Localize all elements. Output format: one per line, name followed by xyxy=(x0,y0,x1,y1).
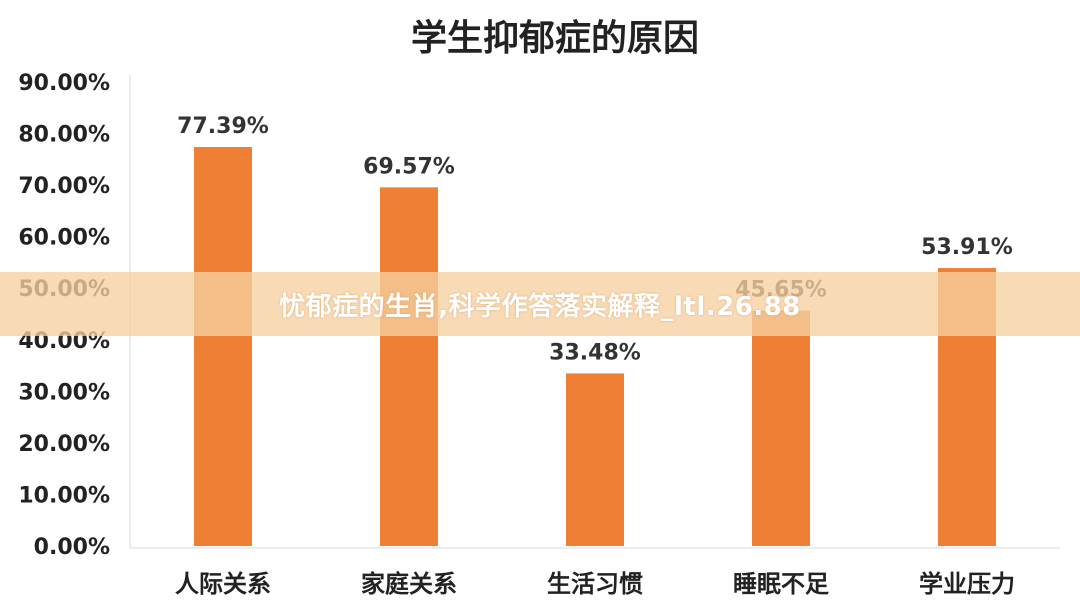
y-tick-label: 30.00% xyxy=(18,380,110,405)
overlay-banner: 忧郁症的生肖,科学作答落实解释_ltl.26.88 xyxy=(0,272,1080,336)
data-label: 53.91% xyxy=(921,235,1013,260)
x-tick-label: 家庭关系 xyxy=(361,570,457,598)
x-tick-label: 人际关系 xyxy=(175,570,271,598)
x-tick-label: 睡眠不足 xyxy=(733,570,829,598)
bars xyxy=(194,147,996,547)
y-tick-label: 0.00% xyxy=(34,535,110,560)
x-tick-label: 学业压力 xyxy=(919,570,1015,598)
x-axis-ticks: 人际关系 家庭关系 生活习惯 睡眠不足 学业压力 xyxy=(175,570,1015,598)
y-tick-label: 70.00% xyxy=(18,174,110,199)
data-label: 69.57% xyxy=(363,154,455,179)
y-tick-label: 90.00% xyxy=(18,71,110,96)
chart-title: 学生抑郁症的原因 xyxy=(411,17,699,59)
bar xyxy=(752,310,810,546)
bar xyxy=(194,147,252,547)
bar xyxy=(566,373,624,546)
y-tick-label: 10.00% xyxy=(18,483,110,508)
y-tick-label: 60.00% xyxy=(18,226,110,251)
overlay-banner-text: 忧郁症的生肖,科学作答落实解释_ltl.26.88 xyxy=(279,291,801,322)
x-tick-label: 生活习惯 xyxy=(547,570,643,598)
data-label: 77.39% xyxy=(177,114,269,139)
y-tick-label: 20.00% xyxy=(18,432,110,457)
bar xyxy=(380,187,438,546)
data-label: 33.48% xyxy=(549,340,641,365)
y-tick-label: 80.00% xyxy=(18,123,110,148)
